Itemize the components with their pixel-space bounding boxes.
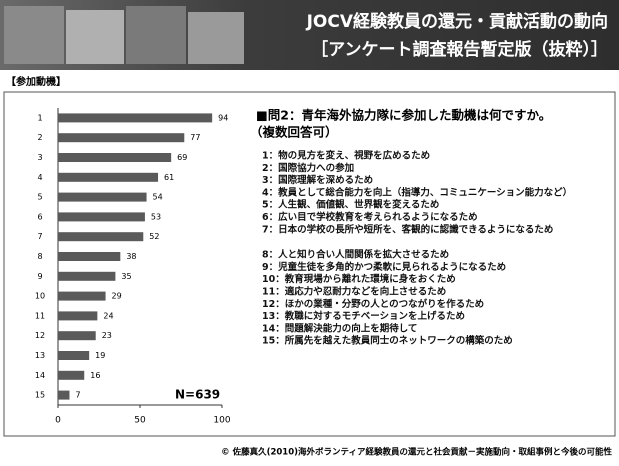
y-tick-label: 8 <box>37 252 42 261</box>
bar <box>58 370 85 380</box>
y-tick-label: 14 <box>35 371 45 380</box>
option: 9：児童生徒を多角的かつ柔軟に見られるようになるため <box>262 261 506 273</box>
bar <box>58 351 90 360</box>
option: 4：教員として総合能力を向上（指導力、コミュニケーション能力など） <box>262 186 572 198</box>
bar <box>58 133 185 143</box>
option: 1：物の見方を変え、視野を広めるため <box>262 150 430 162</box>
x-tick-label: 0 <box>55 416 61 426</box>
bar <box>58 172 159 182</box>
y-tick-label: 7 <box>37 232 42 241</box>
y-tick-label: 11 <box>35 311 45 320</box>
x-tick-label: 50 <box>134 416 146 426</box>
bar <box>58 291 106 301</box>
value-label: 24 <box>103 311 113 320</box>
y-tick-label: 4 <box>37 173 42 182</box>
y-tick-label: 5 <box>37 193 42 202</box>
y-tick-label: 2 <box>37 133 42 142</box>
value-label: 19 <box>95 351 105 360</box>
option: 12：ほかの業種・分野の人とのつながりを作るため <box>262 298 484 310</box>
y-tick-label: 6 <box>37 212 42 221</box>
y-tick-label: 12 <box>35 331 45 340</box>
photo <box>188 12 244 64</box>
value-label: 61 <box>164 173 174 182</box>
bar <box>58 153 172 162</box>
y-tick-label: 13 <box>35 351 45 360</box>
bar <box>58 252 121 261</box>
bar <box>58 311 98 321</box>
photo <box>66 10 124 64</box>
value-label: 38 <box>126 252 136 261</box>
value-label: 54 <box>153 193 163 202</box>
value-label: 69 <box>177 153 187 162</box>
option: 14：問題解決能力の向上を期待して <box>262 322 417 334</box>
bar <box>58 212 145 222</box>
y-tick-label: 10 <box>35 292 45 301</box>
option: 15：所属先を越えた教員同士のネットワークの構築のため <box>262 335 513 347</box>
y-tick-label: 15 <box>35 391 45 400</box>
value-label: 52 <box>149 232 159 241</box>
value-label: 7 <box>75 391 80 400</box>
option: 5：人生観、価値観、世界観を変えるため <box>262 199 439 211</box>
value-label: 35 <box>121 272 131 281</box>
photo <box>4 6 64 64</box>
question-title: ■問2：青年海外協力隊に参加した動機は何ですか。 <box>256 108 551 123</box>
option: 11：適応力や忍耐力などを向上させるため <box>262 286 446 298</box>
option: 10：教育現場から離れた環境に身をおくため <box>262 273 456 285</box>
annotation: N=639 <box>175 388 220 402</box>
chart: 0 50 100 1 94 2 77 3 69 4 61 5 54 6 53 7 52 8 38 9 35 10 29 11 2… <box>35 108 231 426</box>
option: 2：国際協力への参加 <box>262 162 354 174</box>
option: 7：日本の学校の長所や短所を、客観的に認識できるようになるため <box>262 223 553 235</box>
value-label: 94 <box>218 113 228 122</box>
bar <box>58 390 70 400</box>
bar <box>58 331 96 341</box>
value-label: 77 <box>190 133 200 142</box>
question-note: （複数回答可） <box>250 125 338 140</box>
options: 1：物の見方を変え、視野を広めるため2：国際協力への参加3：国際理解を深めるため… <box>262 150 572 347</box>
option: 3：国際理解を深めるため <box>262 174 373 186</box>
y-tick-label: 9 <box>37 272 42 281</box>
y-tick-label: 1 <box>37 113 42 122</box>
bar <box>58 192 147 202</box>
option: 6：広い目で学校教育を考えられるようになるため <box>262 211 478 223</box>
content-frame <box>3 91 616 437</box>
bar <box>58 232 144 242</box>
bar <box>58 113 213 123</box>
section-label: 【参加動機】 <box>6 75 66 88</box>
value-label: 53 <box>151 212 161 221</box>
bar <box>58 271 116 281</box>
x-tick-label: 100 <box>213 416 230 426</box>
photo <box>126 6 186 64</box>
value-label: 23 <box>102 331 112 340</box>
footer: © 佐藤真久(2010)海外ボランティア経験教員の還元と社会貢献－実施動向・取組… <box>221 447 612 458</box>
option: 8：人と知り合い人間関係を拡大させるため <box>262 249 449 261</box>
y-tick-label: 3 <box>37 153 42 162</box>
title-line2: ［アンケート調査報告暫定版（抜粋）］ <box>311 39 608 60</box>
value-label: 29 <box>112 292 122 301</box>
value-label: 16 <box>90 371 100 380</box>
title-line1: JOCV経験教員の還元・貢献活動の動向 <box>306 11 608 32</box>
option: 13：教職に対するモチベーションを上げるため <box>262 310 465 322</box>
